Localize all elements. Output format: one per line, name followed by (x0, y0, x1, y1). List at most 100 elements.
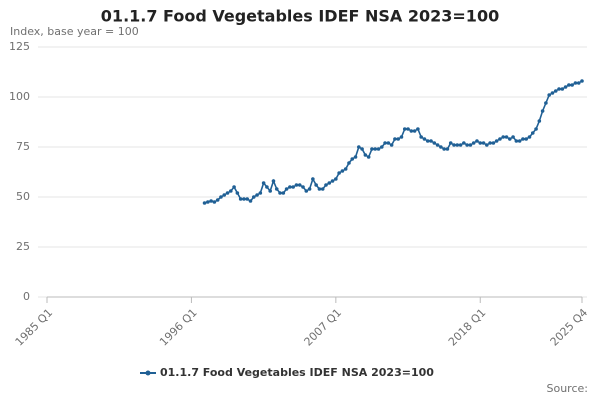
point (488, 141, 492, 145)
point (383, 141, 387, 145)
point (379, 145, 384, 149)
point (396, 137, 400, 141)
point (521, 137, 525, 141)
point (258, 191, 263, 195)
point (527, 135, 532, 139)
point (570, 83, 574, 87)
point (235, 191, 240, 195)
point (251, 195, 256, 199)
point (416, 127, 420, 131)
point (357, 145, 361, 149)
point (567, 83, 571, 87)
point (494, 139, 499, 143)
point (498, 137, 502, 141)
point (462, 141, 466, 145)
chart-title: 01.1.7 Food Vegetables IDEF NSA 2023=100 (101, 7, 499, 26)
point (212, 200, 217, 204)
point (501, 135, 506, 139)
point (544, 101, 548, 105)
point (580, 79, 584, 83)
point (537, 119, 542, 123)
point (304, 189, 309, 193)
x-tick-label: 2025 Q4 (548, 306, 591, 349)
point (435, 143, 440, 147)
point (386, 141, 391, 145)
point (248, 199, 253, 203)
point (491, 141, 496, 145)
point (307, 187, 312, 191)
point (350, 157, 355, 161)
point (202, 201, 207, 205)
legend-marker (145, 370, 151, 376)
point (242, 197, 246, 201)
point (530, 131, 535, 135)
point (360, 147, 364, 151)
point (297, 183, 302, 187)
point (271, 179, 276, 183)
point (278, 191, 282, 195)
point (206, 200, 210, 204)
point (524, 137, 529, 141)
point (412, 129, 417, 133)
point (399, 135, 404, 139)
point (452, 143, 456, 147)
point (507, 137, 512, 141)
y-tick-label: 25 (16, 240, 30, 253)
point (268, 189, 272, 193)
point (274, 187, 279, 191)
point (366, 155, 371, 159)
point (563, 85, 568, 89)
point (284, 187, 289, 191)
point (429, 139, 433, 143)
legend-label: 01.1.7 Food Vegetables IDEF NSA 2023=100 (160, 366, 434, 379)
point (232, 185, 236, 189)
point (288, 185, 292, 189)
point (363, 153, 368, 157)
point (514, 139, 519, 143)
x-tick-label: 1985 Q1 (13, 306, 56, 349)
point (317, 187, 322, 191)
point (458, 143, 463, 147)
point (419, 135, 423, 139)
point (576, 81, 581, 85)
point (245, 197, 250, 201)
x-tick-label: 1996 Q1 (157, 306, 200, 349)
y-axis-label: Index, base year = 100 (10, 25, 139, 38)
point (389, 143, 394, 147)
point (504, 135, 509, 139)
x-tick-label: 2007 Q1 (302, 306, 345, 349)
point (517, 139, 522, 143)
point (422, 137, 427, 141)
point (327, 181, 332, 185)
point (334, 177, 338, 181)
point (511, 135, 515, 139)
point (534, 127, 538, 131)
x-tick-label: 2018 Q1 (446, 306, 489, 349)
point (553, 89, 558, 93)
point (475, 139, 479, 143)
point (314, 183, 318, 187)
point (478, 141, 483, 145)
point (468, 143, 473, 147)
y-tick-label: 0 (23, 290, 30, 303)
point (448, 141, 453, 145)
point (455, 143, 460, 147)
point (353, 155, 358, 159)
point (439, 145, 443, 149)
point (540, 109, 545, 113)
point (373, 147, 378, 151)
y-tick-label: 50 (16, 190, 30, 203)
point (337, 171, 341, 175)
point (557, 87, 561, 91)
point (330, 179, 335, 183)
point (343, 167, 348, 171)
point (481, 141, 486, 145)
point (465, 143, 469, 147)
point (222, 193, 227, 197)
point (209, 199, 213, 203)
point (265, 185, 269, 189)
point (485, 143, 489, 147)
point (445, 147, 450, 151)
point (406, 127, 410, 131)
